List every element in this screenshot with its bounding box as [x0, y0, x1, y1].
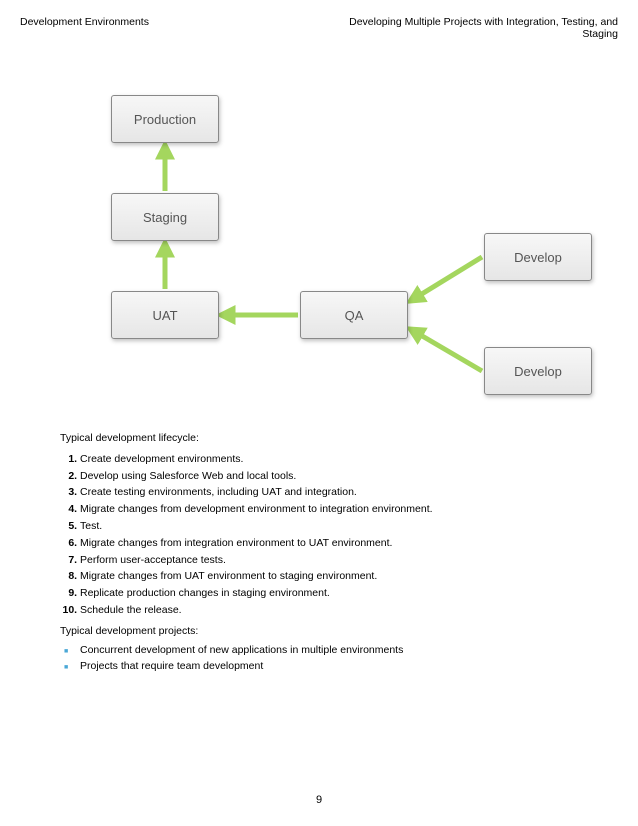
node-label: Staging — [143, 210, 187, 225]
lifecycle-item: Perform user-acceptance tests. — [80, 552, 578, 569]
node-label: UAT — [152, 308, 177, 323]
lifecycle-item: Develop using Salesforce Web and local t… — [80, 468, 578, 485]
node-label: Develop — [514, 364, 562, 379]
lifecycle-item: Test. — [80, 518, 578, 535]
header-left: Development Environments — [20, 16, 149, 40]
lifecycle-item: Replicate production changes in staging … — [80, 585, 578, 602]
projects-list: Concurrent development of new applicatio… — [60, 642, 578, 676]
projects-item: Projects that require team development — [80, 658, 578, 675]
lifecycle-item: Migrate changes from UAT environment to … — [80, 568, 578, 585]
node-label: Develop — [514, 250, 562, 265]
lifecycle-item: Create testing environments, including U… — [80, 484, 578, 501]
node-qa: QA — [300, 291, 408, 339]
projects-item: Concurrent development of new applicatio… — [80, 642, 578, 659]
node-production: Production — [111, 95, 219, 143]
node-develop1: Develop — [484, 233, 592, 281]
node-uat: UAT — [111, 291, 219, 339]
lifecycle-item: Schedule the release. — [80, 602, 578, 619]
lifecycle-intro: Typical development lifecycle: — [60, 430, 578, 447]
edge-develop1-qa — [412, 257, 482, 300]
page-number: 9 — [0, 794, 638, 806]
node-develop2: Develop — [484, 347, 592, 395]
edge-develop2-qa — [412, 330, 482, 371]
page-header: Development Environments Developing Mult… — [0, 0, 638, 40]
lifecycle-item: Migrate changes from development environ… — [80, 501, 578, 518]
lifecycle-item: Create development environments. — [80, 451, 578, 468]
node-staging: Staging — [111, 193, 219, 241]
header-right: Developing Multiple Projects with Integr… — [338, 16, 618, 40]
projects-intro: Typical development projects: — [60, 623, 578, 640]
node-label: QA — [345, 308, 364, 323]
lifecycle-item: Migrate changes from integration environ… — [80, 535, 578, 552]
flowchart-diagram: Production Staging UAT QA Develop Develop — [0, 40, 638, 420]
lifecycle-list: Create development environments.Develop … — [60, 451, 578, 619]
node-label: Production — [134, 112, 196, 127]
